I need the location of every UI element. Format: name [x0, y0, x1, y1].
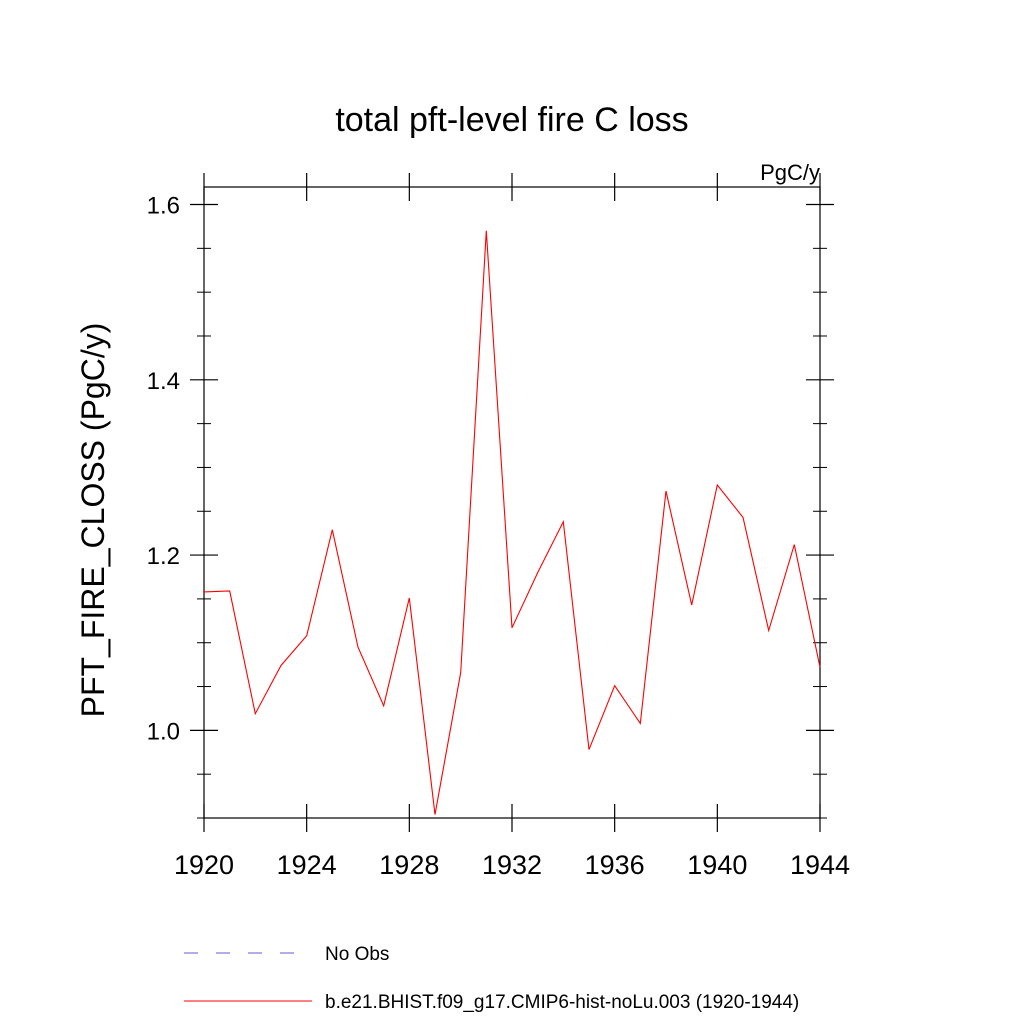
plot-frame: [203, 186, 821, 819]
legend: No Obs b.e21.BHIST.f09_g17.CMIP6-hist-noL…: [184, 944, 799, 1013]
y-tick-label: 1.4: [147, 368, 180, 395]
series-line: [203, 230, 821, 815]
legend-label: No Obs: [325, 944, 389, 965]
y-axis-label: PFT_FIRE_CLOSS (PgC/y): [75, 323, 111, 718]
x-tick-label: 1944: [790, 850, 850, 880]
units-label: PgC/y: [760, 160, 820, 185]
x-tick-label: 1928: [379, 850, 439, 880]
y-tick-label: 1.0: [147, 718, 180, 745]
x-tick-label: 1924: [277, 850, 337, 880]
y-tick-label: 1.2: [147, 543, 180, 570]
chart-title: total pft-level fire C loss: [335, 101, 688, 139]
x-tick-label: 1940: [687, 850, 747, 880]
x-tick-label: 1932: [482, 850, 542, 880]
y-tick-label: 1.6: [147, 193, 180, 220]
axes: 1.0 1.2 1.4 1.6 1920 1924 1928 1932 1936 1940 1944: [147, 173, 850, 880]
x-tick-label: 1936: [585, 850, 645, 880]
legend-label: b.e21.BHIST.f09_g17.CMIP6-hist-noLu.003 …: [325, 992, 799, 1013]
x-tick-label: 1920: [174, 850, 234, 880]
series-lines: [203, 230, 821, 815]
